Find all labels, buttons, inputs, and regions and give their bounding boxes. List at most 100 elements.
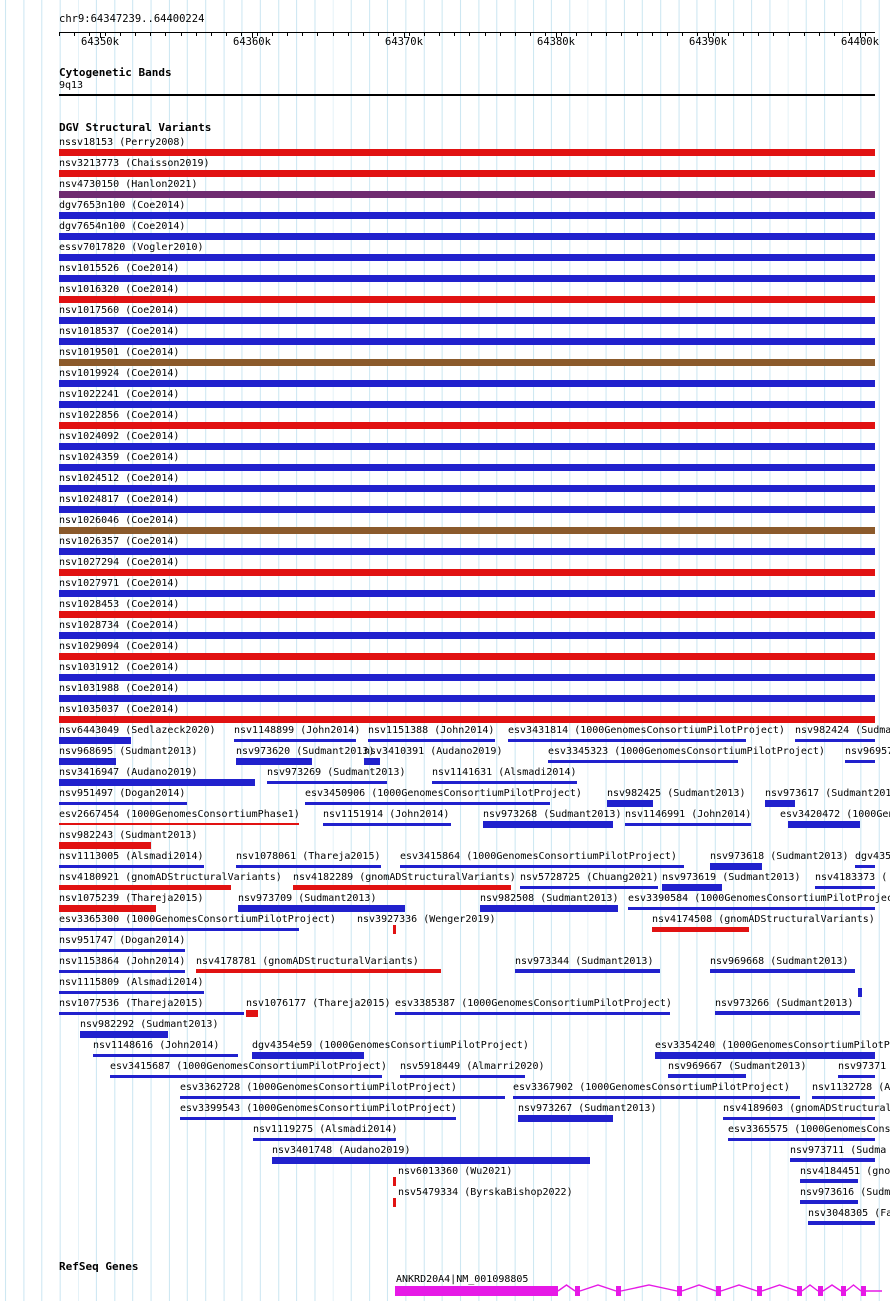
variant-label[interactable]: esv3385387 (1000GenomesConsortiumPilotPr… [395,998,672,1009]
variant-bar[interactable] [393,1198,396,1207]
variant-bar[interactable] [710,863,762,870]
variant-bar[interactable] [59,653,875,660]
variant-label[interactable]: esv3399543 (1000GenomesConsortiumPilotPr… [180,1103,457,1114]
variant-label[interactable]: nsv3401748 (Audano2019) [272,1145,411,1156]
variant-label[interactable]: nsv1026357 (Coe2014) [59,536,180,547]
variant-bar[interactable] [59,802,187,805]
gene-exon[interactable] [575,1286,580,1296]
variant-bar[interactable] [59,296,875,303]
variant-bar[interactable] [59,485,875,492]
variant-bar[interactable] [715,1011,860,1015]
gene-exon[interactable] [616,1286,621,1296]
variant-bar[interactable] [59,191,875,198]
variant-bar[interactable] [110,1075,382,1078]
variant-label[interactable]: nsv5728725 (Chuang2021) [520,872,659,883]
variant-label[interactable]: nsv1017560 (Coe2014) [59,305,180,316]
variant-bar[interactable] [59,317,875,324]
variant-label[interactable]: nsv5479334 (ByrskaBishop2022) [398,1187,573,1198]
variant-bar[interactable] [59,823,299,825]
variant-bar[interactable] [364,758,380,765]
variant-bar[interactable] [323,823,451,826]
variant-label[interactable]: nsv982424 (Sudman [795,725,890,736]
variant-label[interactable]: nsv968695 (Sudmant2013) [59,746,198,757]
variant-label[interactable]: nsv4174508 (gnomADStructuralVariants) [652,914,875,925]
variant-label[interactable]: nsv3213773 (Chaisson2019) [59,158,210,169]
variant-bar[interactable] [513,1096,800,1099]
variant-bar[interactable] [59,527,875,534]
variant-bar[interactable] [59,1012,244,1015]
variant-bar[interactable] [790,1158,875,1162]
variant-bar[interactable] [59,695,875,702]
variant-label[interactable]: nsv1028734 (Coe2014) [59,620,180,631]
variant-bar[interactable] [59,170,875,177]
variant-label[interactable]: nsv1024512 (Coe2014) [59,473,180,484]
variant-label[interactable]: nsv1148616 (John2014) [93,1040,220,1051]
variant-label[interactable]: nsv982508 (Sudmant2013) [480,893,619,904]
variant-label[interactable]: nsv1141631 (Alsmadi2014) [432,767,577,778]
variant-bar[interactable] [253,1138,396,1141]
variant-label[interactable]: nsv1028453 (Coe2014) [59,599,180,610]
variant-label[interactable]: nsv1027971 (Coe2014) [59,578,180,589]
gene-exon[interactable] [716,1286,721,1296]
variant-bar[interactable] [59,212,875,219]
variant-bar[interactable] [518,1115,613,1122]
variant-bar[interactable] [180,1117,456,1120]
variant-bar[interactable] [59,338,875,345]
variant-bar[interactable] [368,739,495,742]
variant-label[interactable]: nsv1076177 (Thareja2015) [246,998,391,1009]
variant-label[interactable]: nsv1015526 (Coe2014) [59,263,180,274]
variant-label[interactable]: nsv973711 (Sudma [790,1145,887,1156]
variant-label[interactable]: nsv1146991 (John2014) [625,809,752,820]
variant-bar[interactable] [710,969,855,973]
variant-label[interactable]: nsv4730150 (Hanlon2021) [59,179,198,190]
variant-bar[interactable] [800,1200,858,1204]
gene-label[interactable]: ANKRD20A4|NM_001098805 [396,1274,529,1285]
variant-label[interactable]: nsv6013360 (Wu2021) [398,1166,513,1177]
variant-label[interactable]: nsv1022856 (Coe2014) [59,410,180,421]
variant-label[interactable]: nsv1026046 (Coe2014) [59,515,180,526]
variant-bar[interactable] [59,359,875,366]
gene-exon[interactable] [677,1286,682,1296]
variant-label[interactable]: esv3420472 (1000Gen [780,809,890,820]
variant-label[interactable]: nsv982292 (Sudmant2013) [80,1019,219,1030]
variant-label[interactable]: nsv951747 (Dogan2014) [59,935,186,946]
variant-label[interactable]: nsv973619 (Sudmant2013) [662,872,801,883]
variant-label[interactable]: nsv973617 (Sudmant2013 [765,788,890,799]
variant-bar[interactable] [508,739,746,742]
variant-label[interactable]: nsv1019501 (Coe2014) [59,347,180,358]
variant-bar[interactable] [252,1052,364,1059]
variant-label[interactable]: nsv1153864 (John2014) [59,956,186,967]
variant-bar[interactable] [723,1117,875,1120]
variant-bar[interactable] [236,758,312,765]
variant-label[interactable]: nsv951497 (Dogan2014) [59,788,186,799]
variant-bar[interactable] [845,760,875,763]
variant-bar[interactable] [80,1031,168,1038]
variant-bar[interactable] [59,674,875,681]
variant-bar[interactable] [393,1177,396,1186]
variant-bar[interactable] [480,905,618,912]
variant-bar[interactable] [272,1157,590,1164]
variant-label[interactable]: nsv1119275 (Alsmadi2014) [253,1124,398,1135]
variant-label[interactable]: dgv4354e59 (1000GenomesConsortiumPilotPr… [252,1040,529,1051]
variant-label[interactable]: nsv973618 (Sudmant2013) [710,851,849,862]
variant-label[interactable]: nsv1115809 (Alsmadi2014) [59,977,204,988]
variant-label[interactable]: nsv4182289 (gnomADStructuralVariants) [293,872,516,883]
variant-bar[interactable] [520,886,658,889]
variant-bar[interactable] [59,443,875,450]
variant-bar[interactable] [815,886,875,889]
variant-label[interactable]: nsv97371 [838,1061,887,1072]
variant-label[interactable]: esv3367902 (1000GenomesConsortiumPilotPr… [513,1082,790,1093]
variant-label[interactable]: nsv969667 (Sudmant2013) [668,1061,807,1072]
variant-label[interactable]: nsv3048305 (Fa [808,1208,890,1219]
variant-bar[interactable] [812,1096,875,1099]
variant-label[interactable]: esv3365300 (1000GenomesConsortiumPilotPr… [59,914,336,925]
variant-bar[interactable] [59,991,204,994]
variant-bar[interactable] [59,970,185,973]
gene-exon[interactable] [797,1286,802,1296]
variant-bar[interactable] [607,800,653,807]
variant-label[interactable]: nsv1027294 (Coe2014) [59,557,180,568]
variant-label[interactable]: nsv1151914 (John2014) [323,809,450,820]
variant-bar[interactable] [59,885,231,890]
variant-label[interactable]: nsv1019924 (Coe2014) [59,368,180,379]
variant-label[interactable]: esv3354240 (1000GenomesConsortiumPilotP [655,1040,890,1051]
